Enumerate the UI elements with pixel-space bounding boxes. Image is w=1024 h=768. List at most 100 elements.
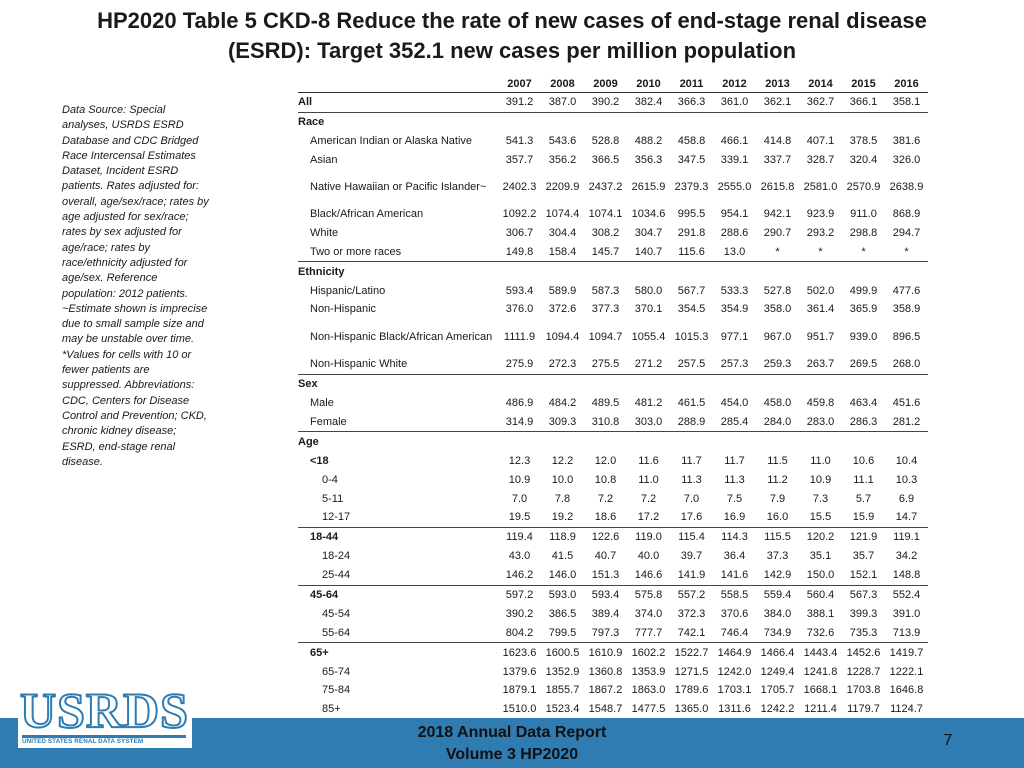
title-line-1: HP2020 Table 5 CKD-8 Reduce the rate of … xyxy=(97,8,927,33)
rate-cell: 37.3 xyxy=(766,550,789,563)
rate-cell: 257.5 xyxy=(670,354,713,375)
table-row: All 391.2 387.0 390.2 382.4 366.3 361.0 362.1 36… xyxy=(298,92,928,113)
rate-cell: 148.8 xyxy=(885,565,928,586)
rate-cell: 358.1 xyxy=(885,92,928,113)
rate-cell: 115.4 xyxy=(678,531,705,544)
rate-cell: 1241.8 xyxy=(803,665,838,678)
rate-cell: 868.9 xyxy=(892,208,921,220)
rate-cell: 121.9 xyxy=(849,531,878,544)
rate-cell: 942.1 xyxy=(763,208,792,220)
rate-cell: 399.3 xyxy=(849,607,878,620)
rate-cell: 1015.3 xyxy=(674,330,709,343)
rate-cell: 14.7 xyxy=(885,508,928,528)
rate-cell: 145.7 xyxy=(584,242,627,263)
rate-cell: 967.0 xyxy=(763,330,792,343)
rate-cell: 589.9 xyxy=(548,284,577,297)
rate-cell: 10.3 xyxy=(895,473,918,486)
rate-cell: 1863.0 xyxy=(631,684,666,697)
rate-cell: 303.0 xyxy=(627,412,670,433)
rate-cell: 17.6 xyxy=(670,508,713,528)
rate-cell: 1600.5 xyxy=(545,646,580,659)
year-header: 2016 xyxy=(885,76,928,93)
rate-cell: 389.4 xyxy=(591,607,620,620)
rate-cell: 533.3 xyxy=(720,284,749,297)
rate-cell: 357.7 xyxy=(505,154,534,167)
rate-cell: 7.0 xyxy=(683,492,700,505)
rate-cell: 146.0 xyxy=(541,565,584,586)
year-header: 2012 xyxy=(713,76,756,93)
rate-cell: 366.3 xyxy=(670,92,713,113)
rate-cell: 1311.6 xyxy=(718,703,751,716)
rate-cell: 146.2 xyxy=(498,565,541,586)
section-label: Race xyxy=(298,116,325,129)
rate-cell: 263.7 xyxy=(799,354,842,375)
rate-cell: 1271.5 xyxy=(674,665,709,678)
rate-cell: 1548.7 xyxy=(588,703,623,716)
row-label: Native Hawaiian or Pacific Islander~ xyxy=(310,181,487,194)
esrd-rate-table: 2007 2008 2009 2010 2011 2012 2013 2014 … xyxy=(298,76,928,719)
rate-cell: 1703.1 xyxy=(717,684,752,697)
rate-cell: 528.8 xyxy=(591,135,620,148)
rate-cell: 2615.8 xyxy=(760,181,795,194)
rate-cell: 911.0 xyxy=(850,208,877,220)
row-label: 55-64 xyxy=(298,623,498,644)
year-header: 2013 xyxy=(756,76,799,93)
row-label: American Indian or Alaska Native xyxy=(310,135,473,148)
rate-cell: 151.3 xyxy=(584,565,627,586)
rate-cell: 2638.9 xyxy=(889,181,924,194)
table-row: 65-74 1379.6 1352.9 1360.8 1353.9 1271.5 1242.… xyxy=(298,662,928,681)
rate-cell: 1074.4 xyxy=(545,208,580,220)
rate-cell: 43.0 xyxy=(508,550,531,563)
logo-wordmark: USRDS xyxy=(19,682,189,738)
rate-cell: 1352.9 xyxy=(545,665,580,678)
rate-cell: 1867.2 xyxy=(588,684,623,697)
rate-cell: 593.4 xyxy=(591,589,620,602)
rate-cell: 1179.7 xyxy=(847,703,880,716)
row-label: 25-44 xyxy=(298,565,498,586)
rate-cell: 580.0 xyxy=(634,284,663,297)
rate-cell: 954.1 xyxy=(720,208,749,220)
rate-cell: 16.0 xyxy=(756,508,799,528)
rate-cell: 281.2 xyxy=(885,412,928,433)
rate-cell: 366.5 xyxy=(591,154,620,167)
table-row: Black/African American 1092.2 1074.4 1074.1… xyxy=(298,205,928,224)
rate-cell: 11.6 xyxy=(638,454,659,467)
year-header: 2015 xyxy=(842,76,885,93)
rate-cell: 481.2 xyxy=(634,397,663,410)
table-row: 75-84 1879.1 1855.7 1867.2 1863.0 1789.6 1703.… xyxy=(298,681,928,700)
rate-cell: 977.1 xyxy=(720,330,749,343)
rate-cell: 39.7 xyxy=(680,550,703,563)
year-header: 2007 xyxy=(498,76,541,93)
rate-cell: 10.9 xyxy=(809,473,832,486)
rate-cell: 19.5 xyxy=(498,508,541,528)
rate-cell: 461.5 xyxy=(677,397,706,410)
section-header-row: Ethnicity xyxy=(298,262,928,281)
rate-cell: 11.1 xyxy=(853,473,874,486)
section-header-row: Age xyxy=(298,432,928,451)
rate-cell: 372.3 xyxy=(677,607,706,620)
rate-cell: 11.3 xyxy=(724,473,745,486)
rate-cell: 288.9 xyxy=(670,412,713,433)
rate-cell: 1249.4 xyxy=(760,665,795,678)
rate-cell: 304.7 xyxy=(634,226,663,239)
rate-cell: 354.9 xyxy=(720,303,749,316)
rate-cell: 557.2 xyxy=(677,589,706,602)
table-row: 12-17 19.5 19.2 18.6 17.2 17.6 16.9 16.0 15.5 15.… xyxy=(298,508,928,528)
rate-cell: 2581.0 xyxy=(803,181,838,194)
rate-cell: 407.1 xyxy=(806,135,835,148)
rate-cell: 6.9 xyxy=(898,492,915,505)
rate-cell: 1466.4 xyxy=(760,646,795,659)
rate-cell: 1242.0 xyxy=(717,665,752,678)
rate-cell: 414.8 xyxy=(763,135,792,148)
rate-cell: 34.2 xyxy=(895,550,918,563)
rate-cell: 1034.6 xyxy=(631,208,666,220)
year-header: 2010 xyxy=(627,76,670,93)
rate-cell: 152.1 xyxy=(842,565,885,586)
rate-cell: 558.5 xyxy=(720,589,749,602)
rate-cell: 309.3 xyxy=(541,412,584,433)
rate-cell: 1523.4 xyxy=(545,703,580,716)
rate-cell: 459.8 xyxy=(806,397,835,410)
rate-cell: 365.9 xyxy=(849,303,878,316)
rate-cell: 362.7 xyxy=(799,92,842,113)
rate-cell: 11.5 xyxy=(767,454,788,467)
